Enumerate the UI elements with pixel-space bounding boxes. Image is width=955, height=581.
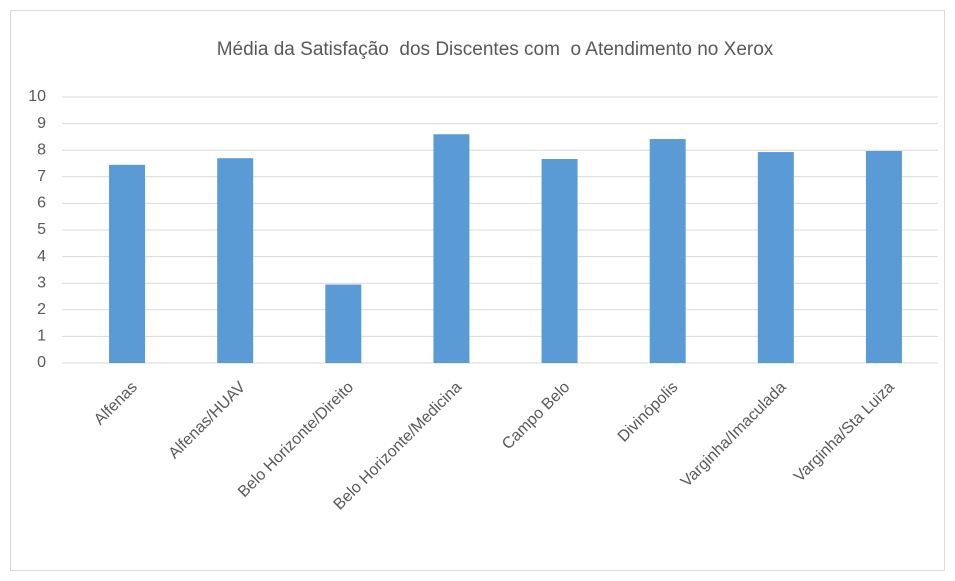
y-tick-label: 5 [37, 221, 46, 238]
y-tick-label: 1 [37, 328, 46, 345]
y-tick-label: 3 [37, 274, 46, 291]
y-tick-label: 7 [37, 168, 46, 185]
y-tick-label: 10 [28, 88, 46, 105]
bar [325, 284, 362, 363]
bar [433, 134, 470, 363]
bar [649, 139, 686, 363]
bar [541, 158, 578, 363]
y-tick-label: 0 [37, 354, 46, 371]
chart-border [10, 10, 945, 571]
bar [757, 152, 794, 363]
y-tick-label: 8 [37, 141, 46, 158]
y-tick-label: 9 [37, 115, 46, 132]
y-tick-label: 4 [37, 248, 46, 265]
y-tick-label: 6 [37, 195, 46, 212]
bar [109, 164, 146, 363]
bar [865, 150, 902, 363]
bar [217, 158, 254, 363]
y-tick-label: 2 [37, 301, 46, 318]
chart-title: Média da Satisfação dos Discentes com o … [217, 39, 774, 60]
